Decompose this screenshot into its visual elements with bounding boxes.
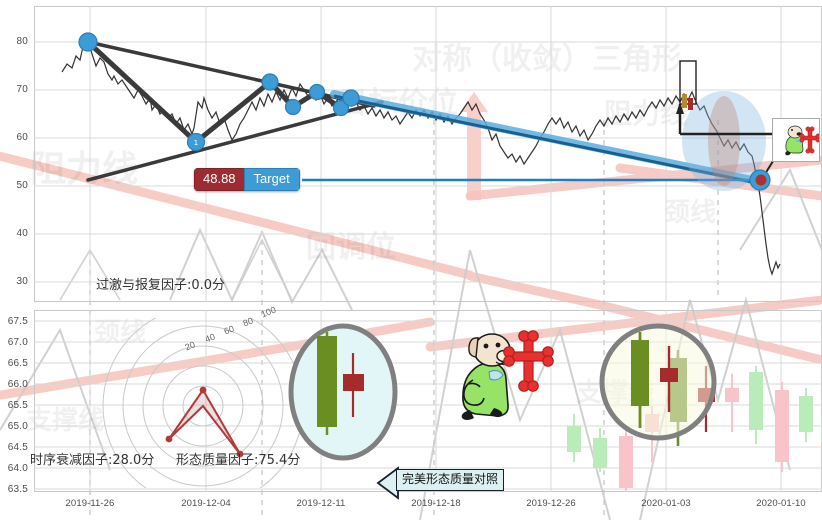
xtick-6: 2020-01-10 <box>756 498 806 509</box>
price-ytick-60: 60 <box>16 132 28 143</box>
candle-3 <box>619 430 633 492</box>
projection-line <box>333 94 763 186</box>
actual-pattern-magnifier <box>599 323 717 441</box>
indicator-ytick-635: 63.5 <box>7 484 28 495</box>
dog-praying-icon <box>461 333 512 420</box>
radar-series-area <box>168 388 241 455</box>
xtick-1: 2019-12-04 <box>181 498 231 509</box>
reversal-zone-highlight <box>682 91 766 191</box>
price-series-overlay: 1 <box>61 32 791 276</box>
xtick-0: 2019-11-26 <box>65 498 115 509</box>
indicator-ytick-655: 65.5 <box>7 400 28 411</box>
bone-cross-icon <box>503 330 554 392</box>
xtick-5: 2020-01-03 <box>641 498 691 509</box>
pivot-markers <box>78 32 771 191</box>
indicator-ytick-645: 64.5 <box>7 442 28 453</box>
magnified-bull-candle <box>631 332 649 428</box>
candle-8 <box>749 366 763 444</box>
time-decay-factor-text: 时序衰减因子:28.0分 <box>30 453 155 468</box>
watermark-symmetric-triangle: 对称（收敛）三角形 <box>412 42 682 77</box>
candle-7 <box>725 374 739 432</box>
perfect-pattern-callout: 完美形态质量对照 <box>396 469 505 491</box>
projection-band <box>330 90 766 186</box>
lower-trendline <box>86 100 384 182</box>
price-panel-grid <box>34 6 822 302</box>
price-ytick-80: 80 <box>16 36 28 47</box>
magnified-bear-candle <box>660 346 678 412</box>
pattern-quality-factor-text: 形态质量因子:75.4分 <box>176 453 301 468</box>
dog-praying-illustration <box>461 330 554 420</box>
watermark-support-left: 支撑线 <box>26 406 105 436</box>
price-ytick-70: 70 <box>16 84 28 95</box>
candle-1 <box>567 414 581 462</box>
indicator-ytick-650: 65.0 <box>7 421 28 432</box>
zigzag-b <box>193 79 273 145</box>
candle-2 <box>593 428 607 472</box>
xtick-2: 2019-12-11 <box>296 498 346 509</box>
indicator-ytick-675: 67.5 <box>7 316 28 327</box>
candle-9 <box>775 382 789 472</box>
reference-pattern-magnifier <box>288 323 398 461</box>
indicator-ytick-670: 67.0 <box>7 337 28 348</box>
watermark-neckline-bottom: 颈线 <box>94 318 147 348</box>
target-value: 48.88 <box>194 168 244 191</box>
dog-praying-inset <box>772 118 820 162</box>
xtick-3: 2019-12-18 <box>411 498 461 509</box>
candle-10 <box>799 388 813 442</box>
pivot-label-1: 1 <box>194 139 198 147</box>
reference-bull-candle <box>317 332 337 435</box>
bone-cross-icon <box>799 126 819 154</box>
target-badge[interactable]: 48.88 Target <box>194 168 300 191</box>
overreaction-factor-text: 过激与报复因子:0.0分 <box>96 278 226 293</box>
radar-series-points <box>165 386 244 458</box>
dog-praying-icon <box>785 125 804 156</box>
target-label: Target <box>243 168 300 191</box>
reference-bear-candle <box>343 353 364 417</box>
indicator-ytick-640: 64.0 <box>7 463 28 474</box>
watermark-resistance-left: 阻力线 <box>30 149 139 190</box>
watermark-neckline-top: 颈线 <box>664 198 717 228</box>
breakout-candle <box>682 94 687 108</box>
price-ytick-50: 50 <box>16 180 28 191</box>
price-ytick-40: 40 <box>16 228 28 239</box>
reversal-zone-inner <box>708 96 740 186</box>
zigzag-a <box>85 39 199 145</box>
indicator-ytick-660: 66.0 <box>7 379 28 390</box>
indicator-ytick-665: 66.5 <box>7 358 28 369</box>
measured-move-arrow <box>676 102 684 114</box>
price-ytick-30: 30 <box>16 276 28 287</box>
breakout-candle-2 <box>688 98 693 110</box>
watermark-resistance-right: 阻力线 <box>604 97 689 130</box>
xtick-4: 2019-12-26 <box>526 498 576 509</box>
